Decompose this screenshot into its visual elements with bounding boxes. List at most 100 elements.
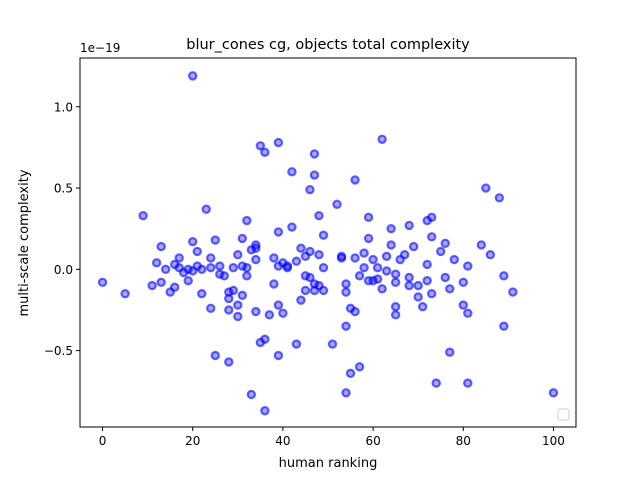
data-point (287, 167, 297, 177)
data-point (390, 310, 401, 320)
data-point (278, 308, 288, 318)
data-point (192, 246, 202, 257)
data-point (399, 249, 410, 260)
data-point (404, 280, 414, 291)
data-point (422, 276, 432, 286)
data-point (201, 204, 211, 214)
data-point (318, 230, 329, 240)
data-point (291, 339, 302, 349)
data-point (120, 289, 130, 299)
data-point (174, 253, 184, 263)
data-point (350, 253, 360, 263)
y-tick-label: −0.5 (44, 344, 73, 358)
data-point (160, 264, 171, 275)
data-point (427, 289, 437, 299)
data-point (228, 262, 239, 273)
data-point (377, 284, 387, 294)
data-point (314, 210, 324, 221)
x-axis-label: human ranking (279, 456, 378, 471)
data-point (309, 170, 320, 180)
data-point (206, 303, 216, 314)
data-point (499, 271, 509, 281)
data-point (350, 175, 360, 185)
data-point (404, 220, 414, 231)
data-point (381, 266, 392, 276)
data-point (273, 350, 284, 361)
data-point (404, 272, 414, 283)
data-point (386, 223, 396, 234)
data-point (296, 243, 306, 253)
data-point (413, 292, 423, 302)
data-point (206, 262, 216, 273)
data-point (197, 289, 207, 299)
legend-box (557, 408, 570, 421)
x-tick-label: 60 (365, 434, 380, 448)
data-point (341, 321, 351, 331)
data-point (197, 264, 207, 275)
data-point (431, 378, 441, 388)
data-point (363, 212, 374, 223)
data-point (260, 334, 270, 344)
data-point (440, 272, 450, 283)
y-tick-label: 1.0 (54, 100, 73, 114)
data-point (368, 254, 378, 265)
data-point (445, 284, 455, 294)
data-point (246, 389, 257, 400)
data-point (481, 183, 491, 193)
data-point (422, 259, 432, 270)
data-point (548, 388, 559, 398)
data-point (408, 241, 419, 252)
data-point (138, 210, 148, 221)
data-point (156, 241, 166, 252)
data-point (269, 253, 279, 263)
data-point (210, 235, 220, 245)
data-point (390, 269, 401, 279)
data-point (436, 246, 446, 257)
data-point (508, 287, 518, 297)
data-point (372, 274, 383, 284)
data-point (242, 271, 252, 281)
data-point (97, 277, 108, 288)
data-point (183, 276, 193, 286)
data-point (327, 339, 338, 349)
data-point (345, 368, 356, 379)
data-point (390, 302, 401, 312)
data-point (350, 306, 360, 317)
data-point (300, 285, 311, 296)
data-point (463, 308, 473, 318)
chart-title: blur_cones cg, objects total complexity (186, 37, 470, 53)
data-point (413, 280, 423, 291)
data-point (233, 249, 243, 260)
data-point (440, 238, 450, 249)
data-point (386, 240, 396, 250)
points-layer (97, 71, 559, 416)
data-point (463, 378, 473, 388)
data-point (233, 311, 243, 322)
data-point (449, 254, 459, 265)
data-point (476, 240, 487, 250)
data-point (377, 134, 387, 144)
data-point (260, 406, 270, 416)
x-tick-label: 0 (99, 434, 107, 448)
data-point (206, 253, 216, 263)
data-point (228, 285, 239, 296)
x-tick-label: 80 (456, 434, 471, 448)
data-point (260, 147, 270, 157)
data-point (499, 321, 509, 331)
data-point (332, 199, 342, 209)
data-point (458, 300, 468, 310)
data-point (336, 253, 347, 263)
data-point (224, 293, 234, 304)
data-point (314, 249, 324, 260)
data-point (463, 261, 473, 271)
y-tick-label: 0.5 (54, 182, 73, 196)
data-point (417, 302, 428, 312)
data-point (363, 233, 374, 244)
data-point (156, 277, 166, 288)
data-point (151, 258, 162, 268)
x-tick-label: 40 (275, 434, 290, 448)
data-point (251, 254, 261, 265)
data-point (251, 306, 261, 317)
data-point (427, 232, 437, 242)
